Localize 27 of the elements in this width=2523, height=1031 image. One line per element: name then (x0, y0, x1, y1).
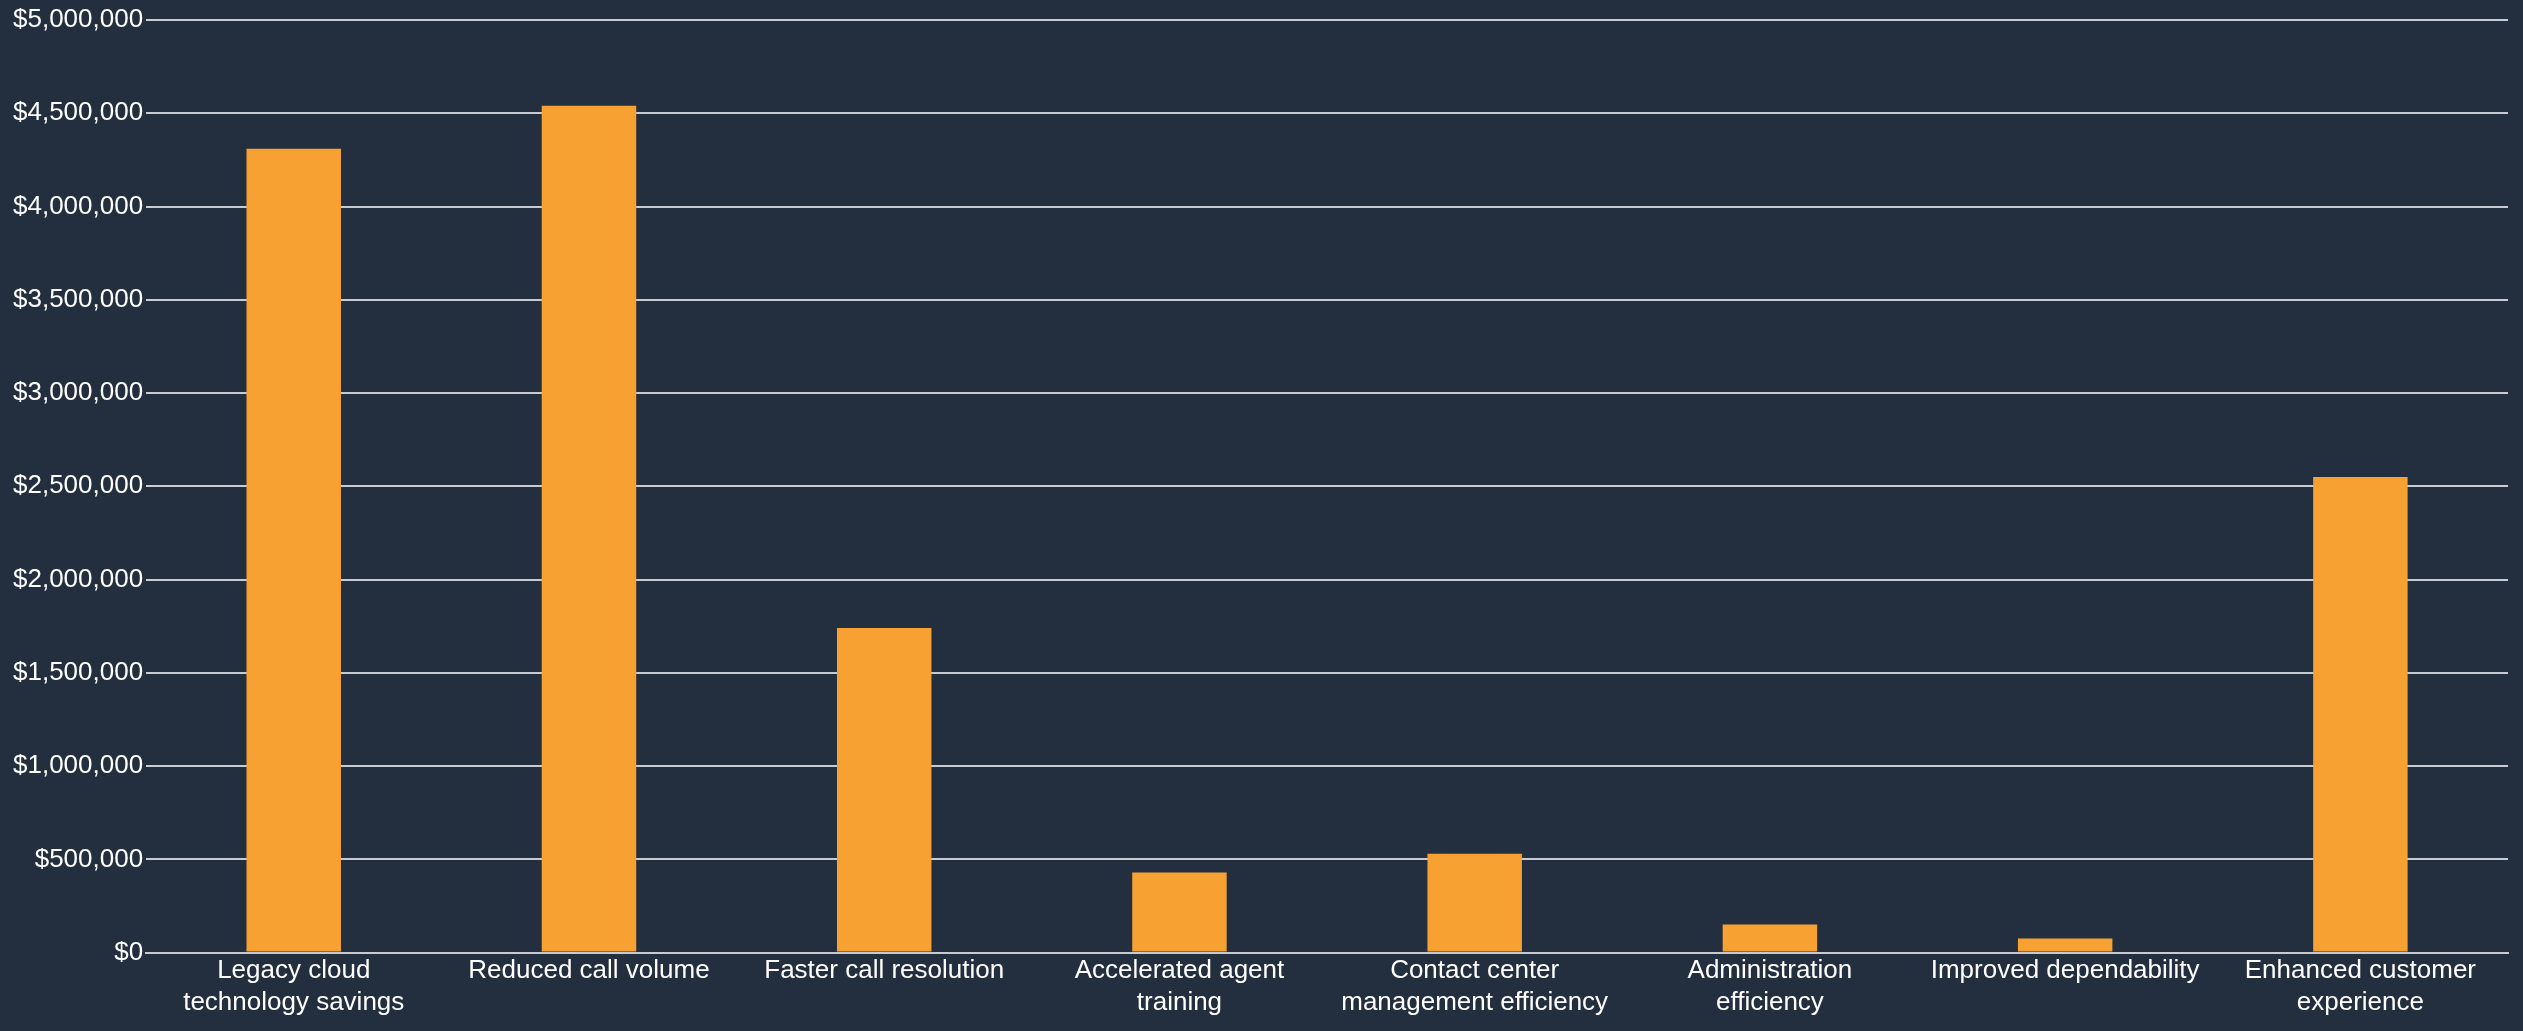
y-tick-label: $3,500,000 (12, 282, 144, 313)
bar (246, 148, 341, 952)
y-tick-label: $500,000 (34, 842, 144, 873)
x-tick-label: Reduced call volume (468, 954, 710, 985)
bar (836, 628, 932, 952)
y-tick-label: $1,500,000 (12, 655, 144, 686)
y-tick-label: $4,500,000 (12, 96, 144, 127)
bar (1722, 924, 1818, 952)
bar (541, 105, 637, 952)
x-tick-label: Faster call resolution (764, 954, 1005, 985)
x-tick-label: Improved dependability (1930, 954, 2200, 985)
x-tick-label: Accelerated agent training (1074, 954, 1286, 1016)
bar (1132, 872, 1227, 952)
x-tick-label: Enhanced customer experience (2244, 954, 2477, 1016)
bar (2313, 476, 2408, 952)
y-tick-label: $0 (114, 935, 144, 966)
y-tick-label: $4,000,000 (12, 189, 144, 220)
y-tick-label: $2,000,000 (12, 562, 144, 593)
bar (1427, 853, 1522, 952)
x-tick-label: Legacy cloud technology savings (183, 954, 405, 1016)
bar (2017, 938, 2113, 952)
y-tick-label: $2,500,000 (12, 469, 144, 500)
x-tick-label: Administration efficiency (1687, 954, 1853, 1016)
y-tick-label: $1,000,000 (12, 749, 144, 780)
y-tick-label: $5,000,000 (12, 3, 144, 34)
x-tick-label: Contact center management efficiency (1341, 954, 1609, 1016)
y-tick-label: $3,000,000 (12, 376, 144, 407)
